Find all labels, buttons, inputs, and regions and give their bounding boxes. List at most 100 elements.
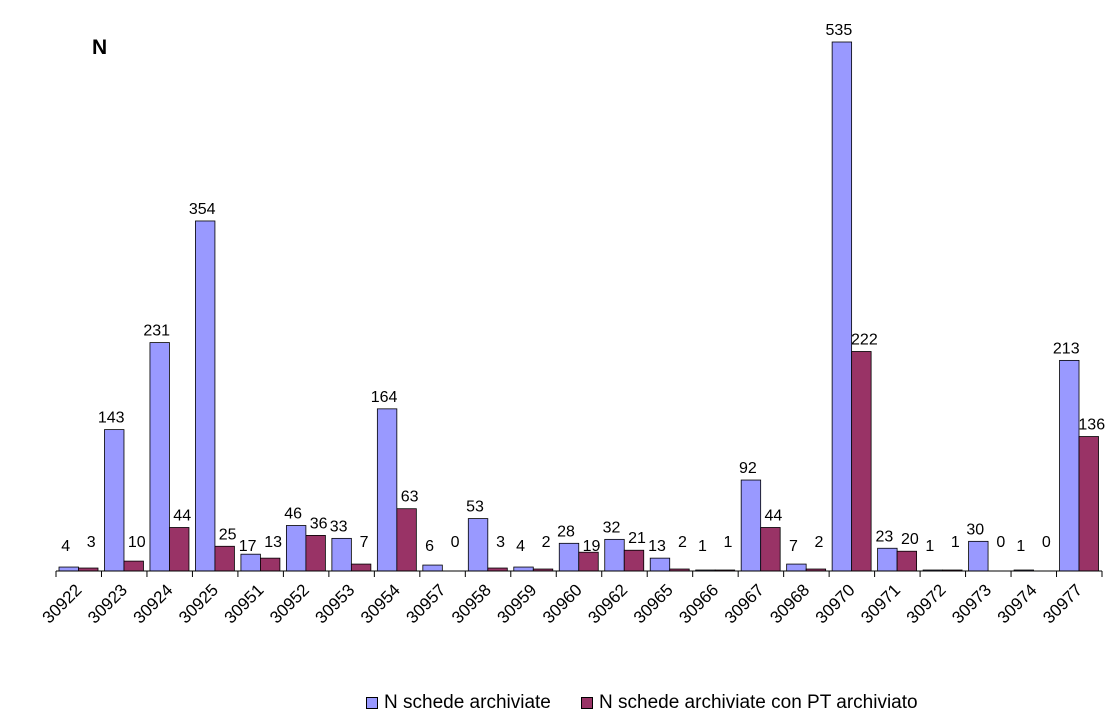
- data-label-series-1-30952: 46: [284, 506, 302, 523]
- bar-series-2-30924: [169, 527, 189, 571]
- data-label-series-1-30974: 1: [1016, 538, 1025, 555]
- x-tick-label-30971: 30971: [857, 580, 904, 627]
- x-tick-label-30973: 30973: [948, 580, 995, 627]
- x-tick-label-30952: 30952: [266, 580, 313, 627]
- data-label-series-1-30953: 33: [330, 518, 348, 535]
- x-tick-label-30972: 30972: [903, 580, 950, 627]
- x-tick-label-30962: 30962: [584, 580, 631, 627]
- data-label-series-2-30962: 21: [628, 530, 646, 547]
- legend-label-series-1: N schede archiviate: [384, 692, 551, 714]
- data-label-series-1-30966: 1: [698, 538, 707, 555]
- bar-series-1-30977: [1060, 360, 1080, 571]
- x-tick-label-30958: 30958: [448, 580, 495, 627]
- data-label-series-1-30951: 17: [239, 538, 257, 555]
- data-label-series-2-30972: 1: [951, 534, 960, 551]
- x-tick-label-30977: 30977: [1039, 580, 1086, 627]
- bar-series-1-30925: [195, 221, 215, 571]
- data-label-series-2-30967: 44: [765, 507, 783, 524]
- bar-series-1-30959: [514, 567, 534, 571]
- x-tick-label-30954: 30954: [357, 580, 404, 627]
- bar-series-2-30970: [852, 351, 872, 571]
- data-label-series-2-30958: 3: [496, 534, 505, 551]
- data-label-series-1-30970: 535: [826, 22, 853, 39]
- data-label-series-1-30958: 53: [466, 499, 484, 516]
- bar-series-1-30968: [787, 564, 807, 571]
- x-tick-label-30957: 30957: [403, 580, 450, 627]
- x-tick-label-30922: 30922: [39, 580, 86, 627]
- x-tick-label-30970: 30970: [812, 580, 859, 627]
- x-ticks-layer: [56, 571, 1102, 577]
- x-tick-label-30968: 30968: [766, 580, 813, 627]
- bar-series-2-30971: [897, 551, 917, 571]
- data-label-series-1-30954: 164: [371, 389, 398, 406]
- legend: N schede archiviate N schede archiviate …: [0, 692, 1120, 716]
- bar-series-1-30970: [832, 42, 852, 571]
- data-label-series-1-30965: 13: [648, 538, 666, 555]
- data-label-series-2-30966: 1: [723, 534, 732, 551]
- data-label-series-1-30962: 32: [603, 519, 621, 536]
- data-label-series-1-30968: 7: [789, 538, 798, 555]
- data-label-series-1-30923: 143: [98, 410, 125, 427]
- data-label-series-1-30971: 23: [875, 528, 893, 545]
- bar-series-1-30973: [969, 541, 989, 571]
- bar-series-1-30924: [150, 343, 170, 571]
- bar-series-2-30925: [215, 546, 235, 571]
- bar-series-2-30954: [397, 509, 417, 571]
- data-label-series-2-30959: 2: [542, 534, 551, 551]
- x-tick-label-30923: 30923: [84, 580, 131, 627]
- legend-swatch-series-2: [581, 697, 593, 709]
- bar-series-1-30922: [59, 567, 79, 571]
- data-label-series-2-30922: 3: [87, 534, 96, 551]
- bar-series-2-30962: [624, 550, 644, 571]
- x-tick-label-30967: 30967: [721, 580, 768, 627]
- x-tick-label-30974: 30974: [994, 580, 1041, 627]
- bar-series-1-30957: [423, 565, 443, 571]
- data-label-series-1-30960: 28: [557, 523, 575, 540]
- data-label-series-2-30952: 36: [310, 515, 328, 532]
- bar-series-1-30952: [286, 526, 306, 571]
- x-tick-label-30960: 30960: [539, 580, 586, 627]
- legend-item-series-1: N schede archiviate: [366, 692, 551, 714]
- data-label-series-2-30960: 19: [583, 538, 601, 555]
- bar-series-2-30951: [260, 558, 280, 571]
- bar-series-1-30958: [468, 519, 488, 571]
- data-label-series-2-30973: 0: [996, 534, 1005, 551]
- legend-swatch-series-1: [366, 697, 378, 709]
- bar-series-2-30977: [1079, 437, 1099, 571]
- bar-series-2-30960: [579, 552, 599, 571]
- bar-series-1-30965: [650, 558, 670, 571]
- bar-series-1-30967: [741, 480, 761, 571]
- data-label-series-1-30973: 30: [966, 521, 984, 538]
- data-label-series-2-30957: 0: [451, 534, 460, 551]
- data-label-series-2-30925: 25: [219, 526, 237, 543]
- data-label-series-2-30954: 63: [401, 489, 419, 506]
- data-label-series-1-30959: 4: [516, 538, 525, 555]
- data-label-series-2-30923: 10: [128, 534, 146, 551]
- data-label-series-2-30977: 136: [1078, 417, 1105, 434]
- data-label-series-1-30922: 4: [61, 538, 70, 555]
- bar-series-1-30962: [605, 539, 625, 571]
- legend-item-series-2: N schede archiviate con PT archiviato: [581, 692, 918, 714]
- data-label-series-2-30968: 2: [814, 534, 823, 551]
- x-tick-label-30951: 30951: [221, 580, 268, 627]
- x-tick-label-30925: 30925: [175, 580, 222, 627]
- bar-series-2-30953: [351, 564, 371, 571]
- y-axis-label: N: [92, 36, 107, 60]
- x-tick-label-30953: 30953: [312, 580, 359, 627]
- data-label-series-1-30967: 92: [739, 460, 757, 477]
- bar-series-1-30960: [559, 543, 579, 571]
- data-label-series-2-30971: 20: [901, 531, 919, 548]
- data-label-series-2-30924: 44: [173, 507, 191, 524]
- x-tick-label-30959: 30959: [493, 580, 540, 627]
- data-label-series-2-30953: 7: [360, 534, 369, 551]
- bar-series-2-30923: [124, 561, 144, 571]
- data-label-series-2-30974: 0: [1042, 534, 1051, 551]
- bars-layer: [59, 42, 1099, 571]
- bar-series-2-30967: [761, 527, 781, 571]
- data-label-series-1-30972: 1: [925, 538, 934, 555]
- data-label-series-1-30925: 354: [189, 201, 216, 218]
- data-label-series-1-30957: 6: [425, 538, 434, 555]
- bar-series-1-30954: [377, 409, 397, 571]
